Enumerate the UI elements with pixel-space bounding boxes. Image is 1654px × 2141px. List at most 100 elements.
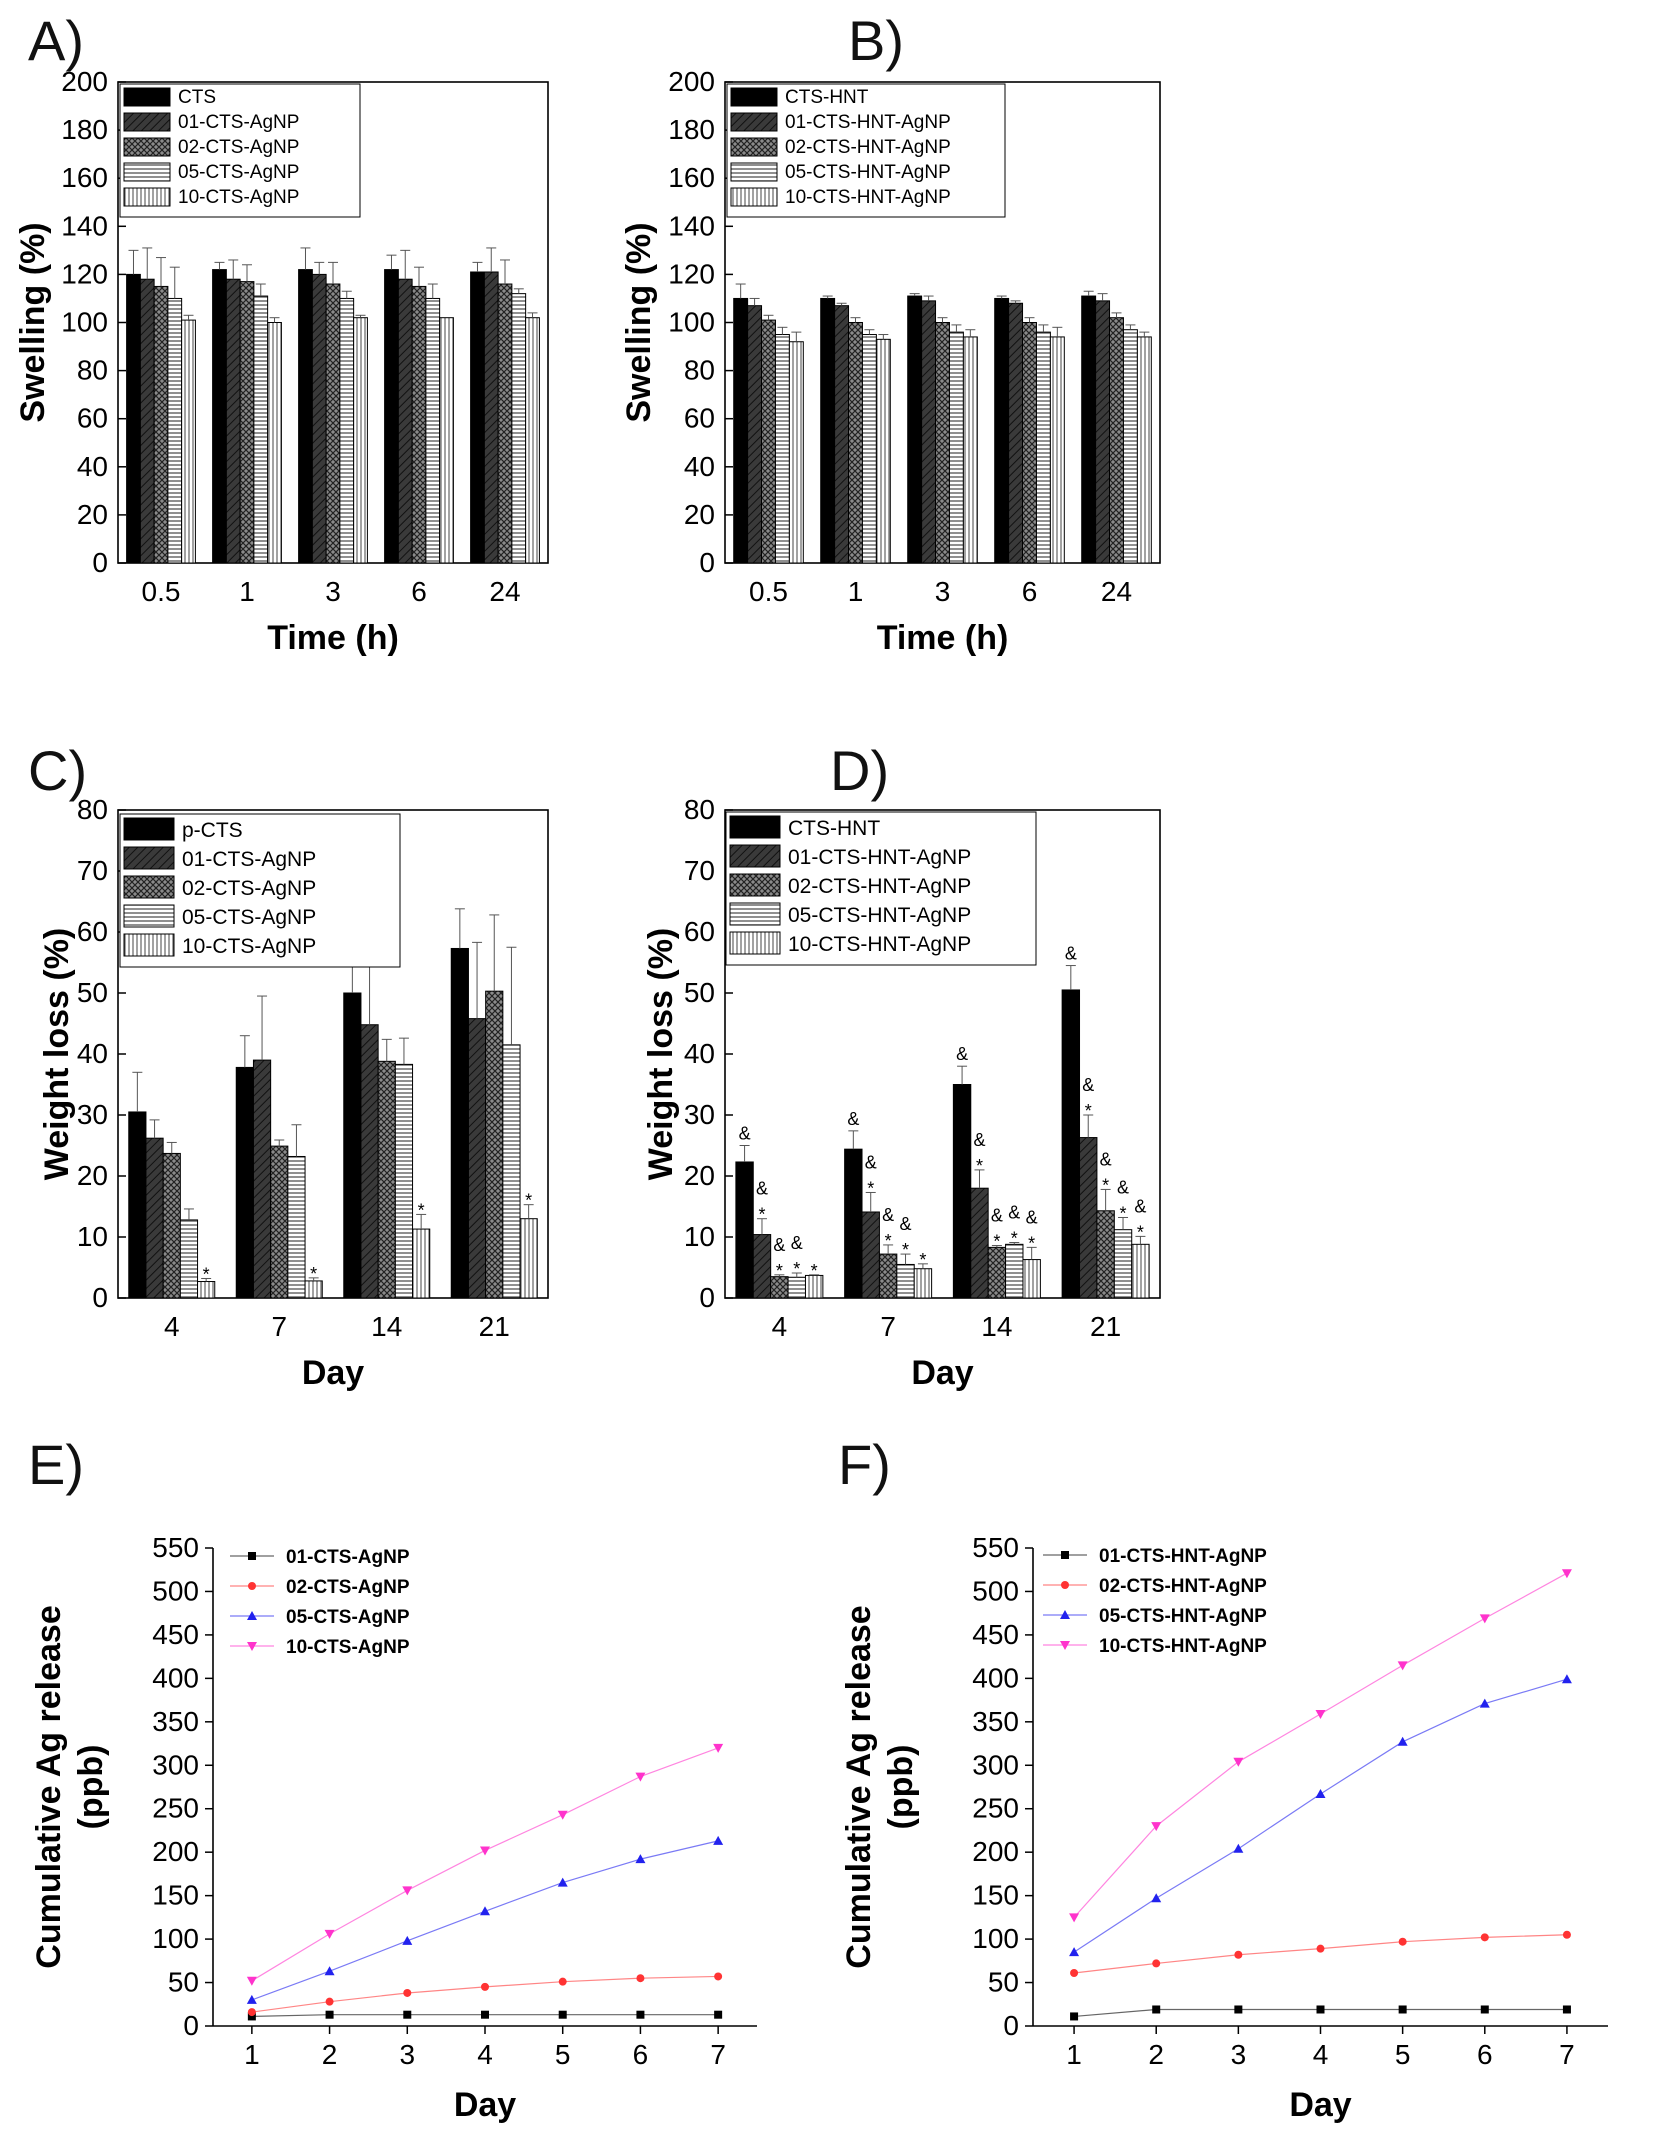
significance-asterisk: *: [919, 1250, 926, 1270]
data-point: [713, 1743, 724, 1753]
y-axis-title: Swelling (%): [620, 222, 658, 422]
y-tick-label: 100: [972, 1923, 1019, 1954]
data-point: [635, 1854, 646, 1864]
x-axis-title: Day: [911, 1354, 973, 1392]
weight-loss-chart-cts-hnt: 010203040506070804&*&*&*&*7&*&*&*&*14&*&…: [642, 794, 1161, 1392]
data-point: [1151, 1893, 1162, 1903]
y-tick-label: 450: [972, 1619, 1019, 1650]
data-point: [248, 1552, 256, 1560]
legend-label: CTS: [178, 87, 216, 108]
significance-ampersand: &: [756, 1179, 768, 1199]
significance-asterisk: *: [310, 1264, 317, 1284]
y-tick-label: 300: [152, 1749, 199, 1780]
legend-swatch: [729, 873, 781, 897]
x-tick-label: 7: [1559, 2039, 1575, 2070]
data-point: [713, 1835, 724, 1845]
significance-asterisk: *: [203, 1264, 210, 1284]
legend-label: 02-CTS-HNT-AgNP: [1099, 1576, 1267, 1597]
y-tick-label: 450: [152, 1619, 199, 1650]
legend-swatch: [123, 87, 171, 107]
legend-label: 10-CTS-AgNP: [286, 1637, 410, 1658]
data-point: [247, 1611, 257, 1620]
y-tick-label: 160: [61, 162, 108, 193]
legend-label: 02-CTS-HNT-AgNP: [785, 137, 951, 158]
y-axis-title-line-1: Cumulative Ag release: [30, 1605, 68, 1968]
data-point: [1480, 1933, 1489, 1942]
legend-label: 05-CTS-HNT-AgNP: [1099, 1606, 1267, 1627]
data-point: [557, 1877, 568, 1887]
significance-ampersand: &: [791, 1233, 803, 1253]
y-tick-label: 120: [668, 258, 715, 289]
significance-asterisk: *: [758, 1205, 765, 1225]
y-tick-label: 50: [988, 1967, 1019, 1998]
data-point: [247, 2008, 256, 2017]
data-point: [247, 2012, 256, 2021]
significance-ampersand: &: [991, 1206, 1003, 1226]
legend-label: 02-CTS-HNT-AgNP: [788, 875, 971, 898]
legend-label: 01-CTS-HNT-AgNP: [785, 112, 951, 133]
legend-label: 02-CTS-AgNP: [182, 877, 316, 900]
x-axis-title: Day: [454, 2086, 516, 2124]
x-tick-label: 3: [399, 2039, 415, 2070]
x-tick-label: 1: [1066, 2039, 1082, 2070]
x-tick-label: 4: [1313, 2039, 1329, 2070]
legend-label: 01-CTS-HNT-AgNP: [1099, 1546, 1267, 1567]
data-point: [1562, 1930, 1571, 1939]
data-point: [714, 2010, 723, 2019]
y-tick-label: 250: [972, 1793, 1019, 1824]
data-point: [636, 2010, 645, 2019]
significance-ampersand: &: [1008, 1202, 1020, 1222]
significance-ampersand: &: [773, 1235, 785, 1255]
series-line: [1074, 1934, 1567, 1974]
y-axis-title: Weight loss (%): [642, 928, 680, 1181]
x-tick-label: 1: [848, 576, 864, 607]
legend-label: 01-CTS-AgNP: [286, 1547, 410, 1568]
y-tick-label: 250: [152, 1793, 199, 1824]
significance-asterisk: *: [885, 1231, 892, 1251]
y-tick-label: 200: [61, 66, 108, 97]
y-tick-label: 0: [699, 547, 715, 578]
y-tick-label: 350: [152, 1706, 199, 1737]
significance-asterisk: *: [525, 1191, 532, 1211]
data-point: [481, 2010, 489, 2019]
data-point: [1060, 1610, 1070, 1619]
legend-swatch: [730, 187, 778, 207]
series-line: [1073, 1678, 1568, 1953]
significance-ampersand: &: [973, 1130, 985, 1150]
data-point: [1315, 1709, 1326, 1719]
y-tick-label: 180: [61, 114, 108, 145]
y-tick-label: 80: [684, 794, 715, 825]
y-tick-label: 60: [77, 916, 108, 947]
x-tick-label: 2: [322, 2039, 338, 2070]
x-tick-label: 6: [633, 2039, 649, 2070]
y-axis-title: Swelling (%): [14, 222, 52, 422]
swelling-chart-cts-hnt: 0 20 40 60 80 100 120 140 160 180 200 0.5 1 3 6 24 Time …: [620, 66, 1161, 657]
data-point: [1060, 1641, 1070, 1650]
x-tick-label: 5: [1395, 2039, 1411, 2070]
legend-label: 10-CTS-AgNP: [178, 187, 299, 208]
panel-label-e: E): [28, 1433, 84, 1496]
ag-release-chart-cts: 0 50 100 150 200 250 300 350 400 450 500 550 1 2 3 4 5 6 7…: [30, 1532, 757, 2124]
x-tick-label: 3: [935, 576, 951, 607]
legend-label: 02-CTS-AgNP: [178, 137, 299, 158]
significance-asterisk: *: [1011, 1228, 1018, 1248]
x-tick-label: 2: [1148, 2039, 1164, 2070]
y-tick-label: 0: [183, 2010, 199, 2041]
swelling-chart-cts: 0 20 40 60 80 100 120 140 160 180 200 0.5 1 3 6 24 Time …: [14, 66, 549, 657]
x-axis-title: Time (h): [267, 619, 399, 657]
significance-asterisk: *: [1028, 1233, 1035, 1253]
y-tick-label: 50: [168, 1967, 199, 1998]
x-tick-label: 6: [411, 576, 427, 607]
x-tick-label: 7: [880, 1311, 896, 1342]
panel-label-f: F): [838, 1433, 891, 1496]
y-tick-label: 100: [61, 307, 108, 338]
data-point: [1480, 2005, 1489, 2014]
significance-asterisk: *: [993, 1232, 1000, 1252]
y-tick-label: 200: [972, 1836, 1019, 1867]
data-point: [1316, 2005, 1325, 2014]
data-point: [480, 1846, 490, 1856]
x-tick-label: 7: [710, 2039, 726, 2070]
significance-ampersand: &: [1082, 1075, 1094, 1095]
x-tick-label: 4: [477, 2039, 493, 2070]
